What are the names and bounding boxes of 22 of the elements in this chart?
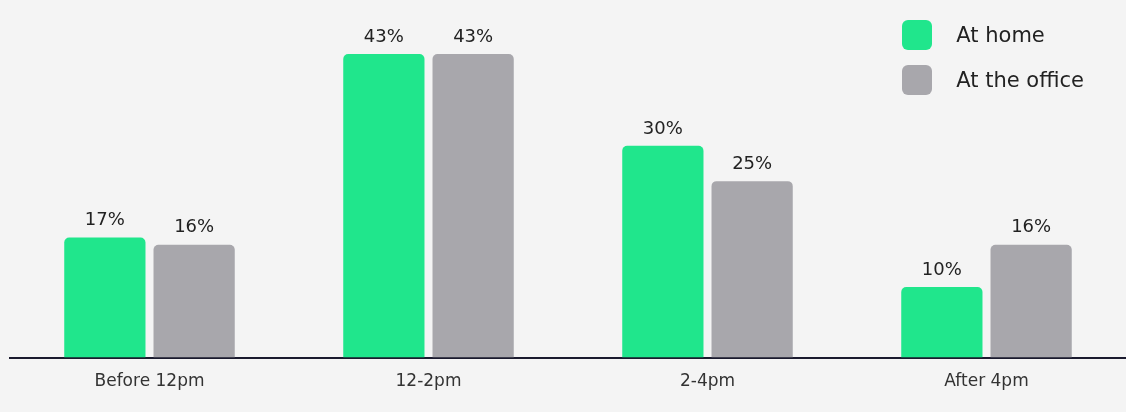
- data-label: 43%: [453, 24, 494, 46]
- data-label: 43%: [363, 24, 404, 46]
- x-tick-label: After 4pm: [944, 370, 1029, 391]
- bar: [153, 244, 235, 358]
- x-tick-label: 2-4pm: [679, 370, 736, 391]
- data-label: 10%: [921, 257, 962, 279]
- bar: [343, 54, 425, 358]
- legend-label: At home: [956, 23, 1045, 47]
- bar: [901, 287, 983, 358]
- legend-label: At the office: [956, 68, 1084, 92]
- bar: [432, 54, 514, 358]
- data-label: 25%: [732, 151, 773, 173]
- bar: [990, 244, 1072, 358]
- data-label: 17%: [84, 208, 125, 230]
- data-label: 16%: [174, 215, 215, 237]
- data-label: 16%: [1011, 215, 1052, 237]
- bar: [64, 237, 146, 358]
- data-label: 30%: [642, 116, 683, 138]
- bar: [711, 181, 793, 358]
- x-tick-label: Before 12pm: [94, 370, 205, 391]
- x-tick-label: 12-2pm: [395, 370, 462, 391]
- bar: [622, 145, 704, 358]
